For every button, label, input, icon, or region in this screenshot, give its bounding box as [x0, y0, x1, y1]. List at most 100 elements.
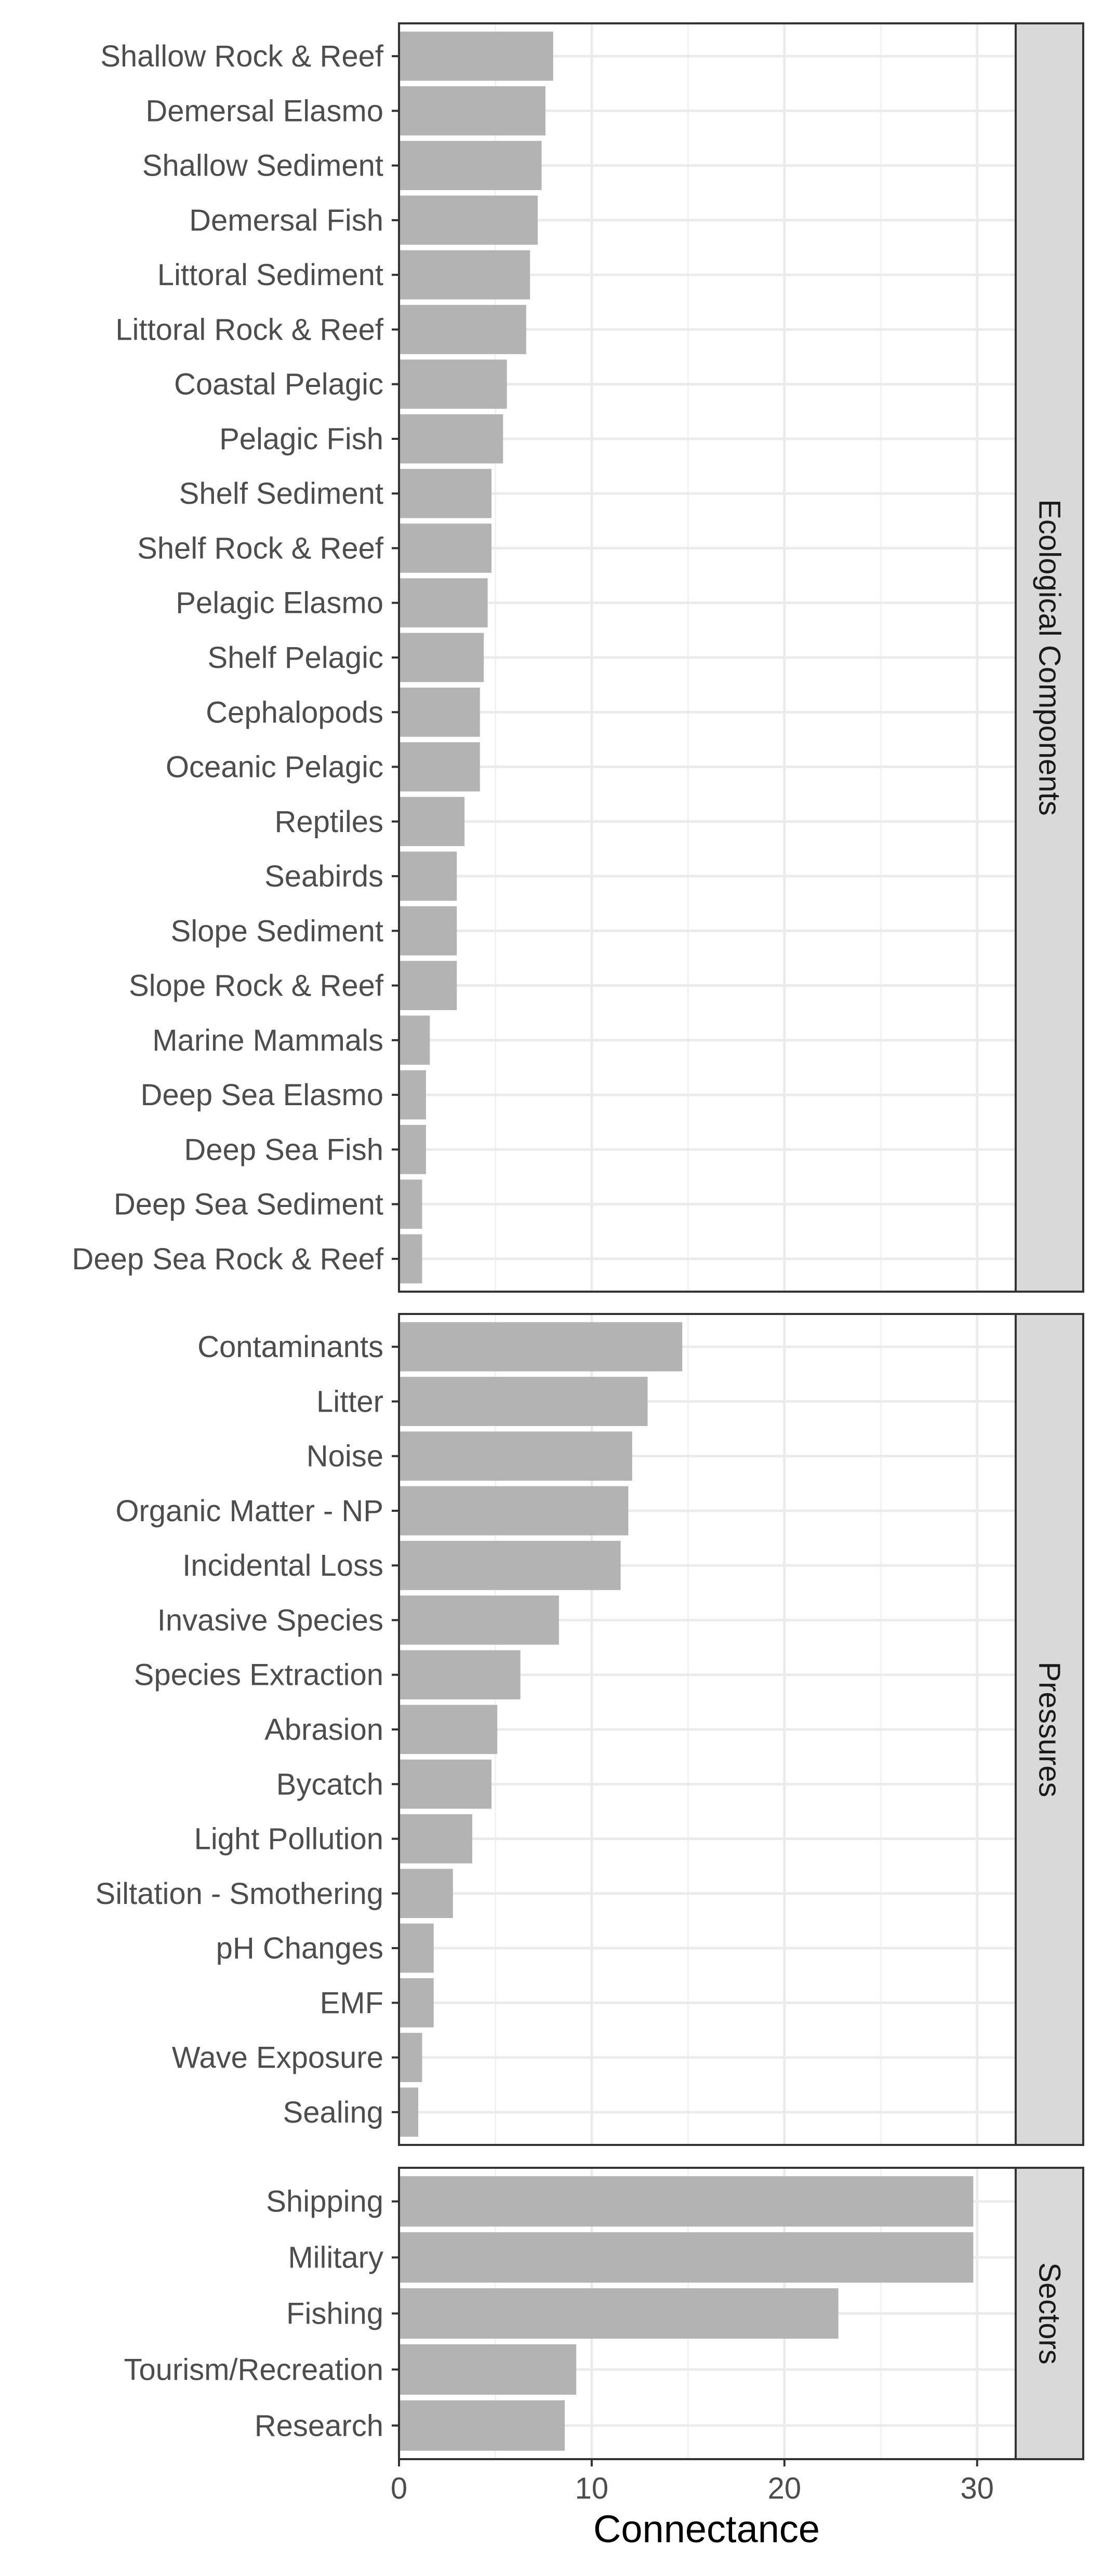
bar — [399, 1978, 434, 2028]
bar — [399, 1234, 422, 1284]
bar — [399, 742, 480, 791]
category-label: Sealing — [283, 2096, 383, 2129]
bar — [399, 1377, 648, 1426]
panels: Shallow Rock & Reef Demersal Elasmo Shallo… — [72, 22, 1084, 2460]
category-label: Slope Sediment — [171, 914, 383, 948]
category-label: Shelf Sediment — [179, 477, 383, 511]
category-label: Noise — [307, 1440, 383, 1473]
bar — [399, 141, 542, 191]
category-label: Abrasion — [264, 1713, 383, 1747]
x-axis: 0 10 20 30 — [391, 2459, 994, 2505]
bar — [399, 578, 488, 628]
bar — [399, 31, 553, 81]
bar — [399, 1869, 453, 1918]
facet-strip — [1015, 2167, 1084, 2460]
bar — [399, 250, 530, 300]
category-label: Fishing — [286, 2297, 383, 2331]
category-label: Cephalopods — [206, 695, 383, 729]
category-label: Shallow Sediment — [142, 149, 383, 183]
bar — [399, 2344, 577, 2395]
x-tick-label: 0 — [391, 2472, 407, 2505]
bar — [399, 1070, 426, 1120]
bar — [399, 1322, 683, 1372]
category-label: Research — [255, 2409, 383, 2443]
bar — [399, 1650, 521, 1700]
category-label: Siltation - Smothering — [96, 1877, 383, 1911]
category-label: Litter — [316, 1385, 383, 1418]
bar — [399, 468, 492, 518]
category-label: Shelf Pelagic — [207, 641, 383, 675]
x-axis-title: Connectance — [593, 2507, 820, 2551]
bar — [399, 1705, 498, 1754]
x-tick-label: 10 — [575, 2472, 609, 2505]
bar — [399, 1431, 632, 1481]
panel-1: Contaminants Litter Noise Organic Matter - … — [96, 1313, 1084, 2146]
bar — [399, 633, 484, 682]
category-label: Contaminants — [197, 1330, 383, 1364]
bar — [399, 524, 492, 573]
panel-2: Shipping Military Fishing Tourism/Recreatio… — [124, 2167, 1084, 2460]
bar — [399, 2033, 422, 2082]
x-tick-label: 30 — [961, 2472, 994, 2505]
category-label: Invasive Species — [157, 1603, 383, 1637]
category-label: Coastal Pelagic — [174, 368, 383, 401]
facet-strip — [1015, 1313, 1084, 2146]
category-label: Deep Sea Rock & Reef — [72, 1242, 384, 1276]
facet-strip-label: Pressures — [1033, 1661, 1067, 1797]
bar — [399, 1759, 492, 1809]
category-label: Seabirds — [264, 860, 383, 893]
category-label: Organic Matter - NP — [115, 1494, 383, 1528]
category-label: Littoral Rock & Reef — [115, 313, 384, 346]
bar — [399, 1486, 629, 1536]
bar — [399, 86, 546, 136]
bar — [399, 797, 465, 847]
category-label: Light Pollution — [194, 1822, 383, 1856]
bar — [399, 1015, 430, 1065]
category-label: Demersal Elasmo — [145, 94, 383, 128]
bar — [399, 305, 526, 354]
x-tick-label: 20 — [768, 2472, 802, 2505]
category-label: Deep Sea Fish — [184, 1133, 383, 1166]
bar — [399, 2087, 419, 2137]
category-label: Military — [288, 2241, 383, 2275]
category-label: Oceanic Pelagic — [166, 750, 383, 784]
category-label: Pelagic Elasmo — [176, 586, 383, 620]
bar — [399, 851, 457, 901]
category-label: Demersal Fish — [189, 204, 383, 237]
facet-strip-label: Sectors — [1033, 2262, 1067, 2365]
category-label: Shallow Rock & Reef — [100, 39, 384, 73]
category-label: Incidental Loss — [182, 1549, 383, 1582]
category-label: Species Extraction — [134, 1658, 383, 1692]
category-label: Tourism/Recreation — [124, 2353, 383, 2386]
bar — [399, 2232, 974, 2283]
bar — [399, 195, 538, 245]
category-label: Bycatch — [276, 1767, 383, 1801]
bar — [399, 1595, 559, 1645]
category-label: Deep Sea Sediment — [114, 1188, 383, 1222]
bar — [399, 1124, 426, 1174]
category-label: Wave Exposure — [172, 2041, 383, 2075]
panel-0: Shallow Rock & Reef Demersal Elasmo Shallo… — [72, 22, 1084, 1293]
bar — [399, 414, 503, 464]
category-label: Reptiles — [274, 805, 383, 839]
category-label: Shipping — [266, 2185, 383, 2219]
category-label: pH Changes — [216, 1931, 383, 1965]
bar — [399, 961, 457, 1010]
category-label: Littoral Sediment — [157, 258, 383, 292]
category-label: EMF — [320, 1986, 383, 2020]
facet-strip — [1015, 22, 1084, 1293]
bar — [399, 1540, 621, 1590]
category-label: Shelf Rock & Reef — [137, 531, 384, 565]
category-label: Marine Mammals — [152, 1024, 383, 1057]
bar — [399, 359, 507, 409]
bar — [399, 906, 457, 956]
category-label: Pelagic Fish — [219, 422, 383, 456]
bar — [399, 687, 480, 737]
bar — [399, 1179, 422, 1229]
bar — [399, 1814, 472, 1863]
bar — [399, 2400, 565, 2451]
category-label: Slope Rock & Reef — [129, 969, 384, 1003]
bar — [399, 2176, 974, 2227]
facet-strip-label: Ecological Components — [1033, 499, 1067, 815]
